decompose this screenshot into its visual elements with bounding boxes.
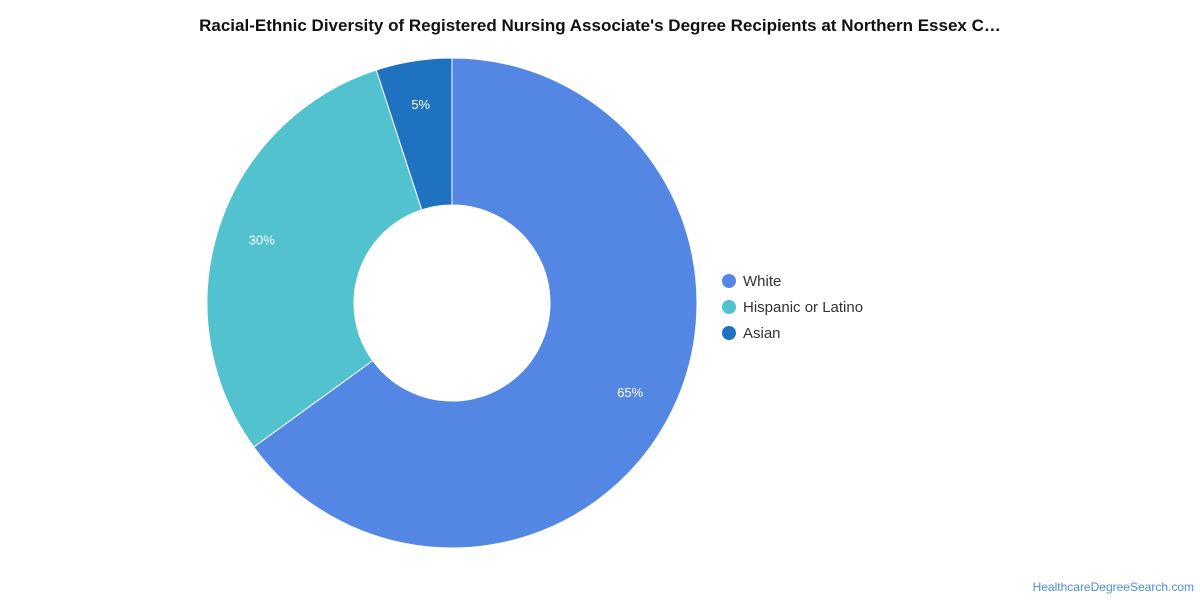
legend-item-white[interactable]: White xyxy=(722,268,863,294)
chart-legend: White Hispanic or Latino Asian xyxy=(722,268,863,346)
slice-label-asian: 5% xyxy=(411,97,430,112)
legend-marker-asian xyxy=(722,326,736,340)
legend-label-asian: Asian xyxy=(743,324,781,342)
legend-item-hispanic-or-latino[interactable]: Hispanic or Latino xyxy=(722,294,863,320)
legend-item-asian[interactable]: Asian xyxy=(722,320,863,346)
chart-title: Racial-Ethnic Diversity of Registered Nu… xyxy=(199,16,1001,35)
slice-hispanic-or-latino[interactable] xyxy=(206,69,423,448)
slice-label-hispanic-or-latino: 30% xyxy=(249,233,275,248)
slice-asian[interactable] xyxy=(375,57,453,211)
site-watermark[interactable]: HealthcareDegreeSearch.com xyxy=(1032,580,1194,594)
legend-marker-white xyxy=(722,274,736,288)
slice-label-white: 65% xyxy=(617,385,643,400)
legend-label-white: White xyxy=(743,272,782,290)
legend-marker-hispanic-or-latino xyxy=(722,300,736,314)
legend-label-hispanic-or-latino: Hispanic or Latino xyxy=(743,298,864,316)
slice-white[interactable] xyxy=(253,57,698,549)
